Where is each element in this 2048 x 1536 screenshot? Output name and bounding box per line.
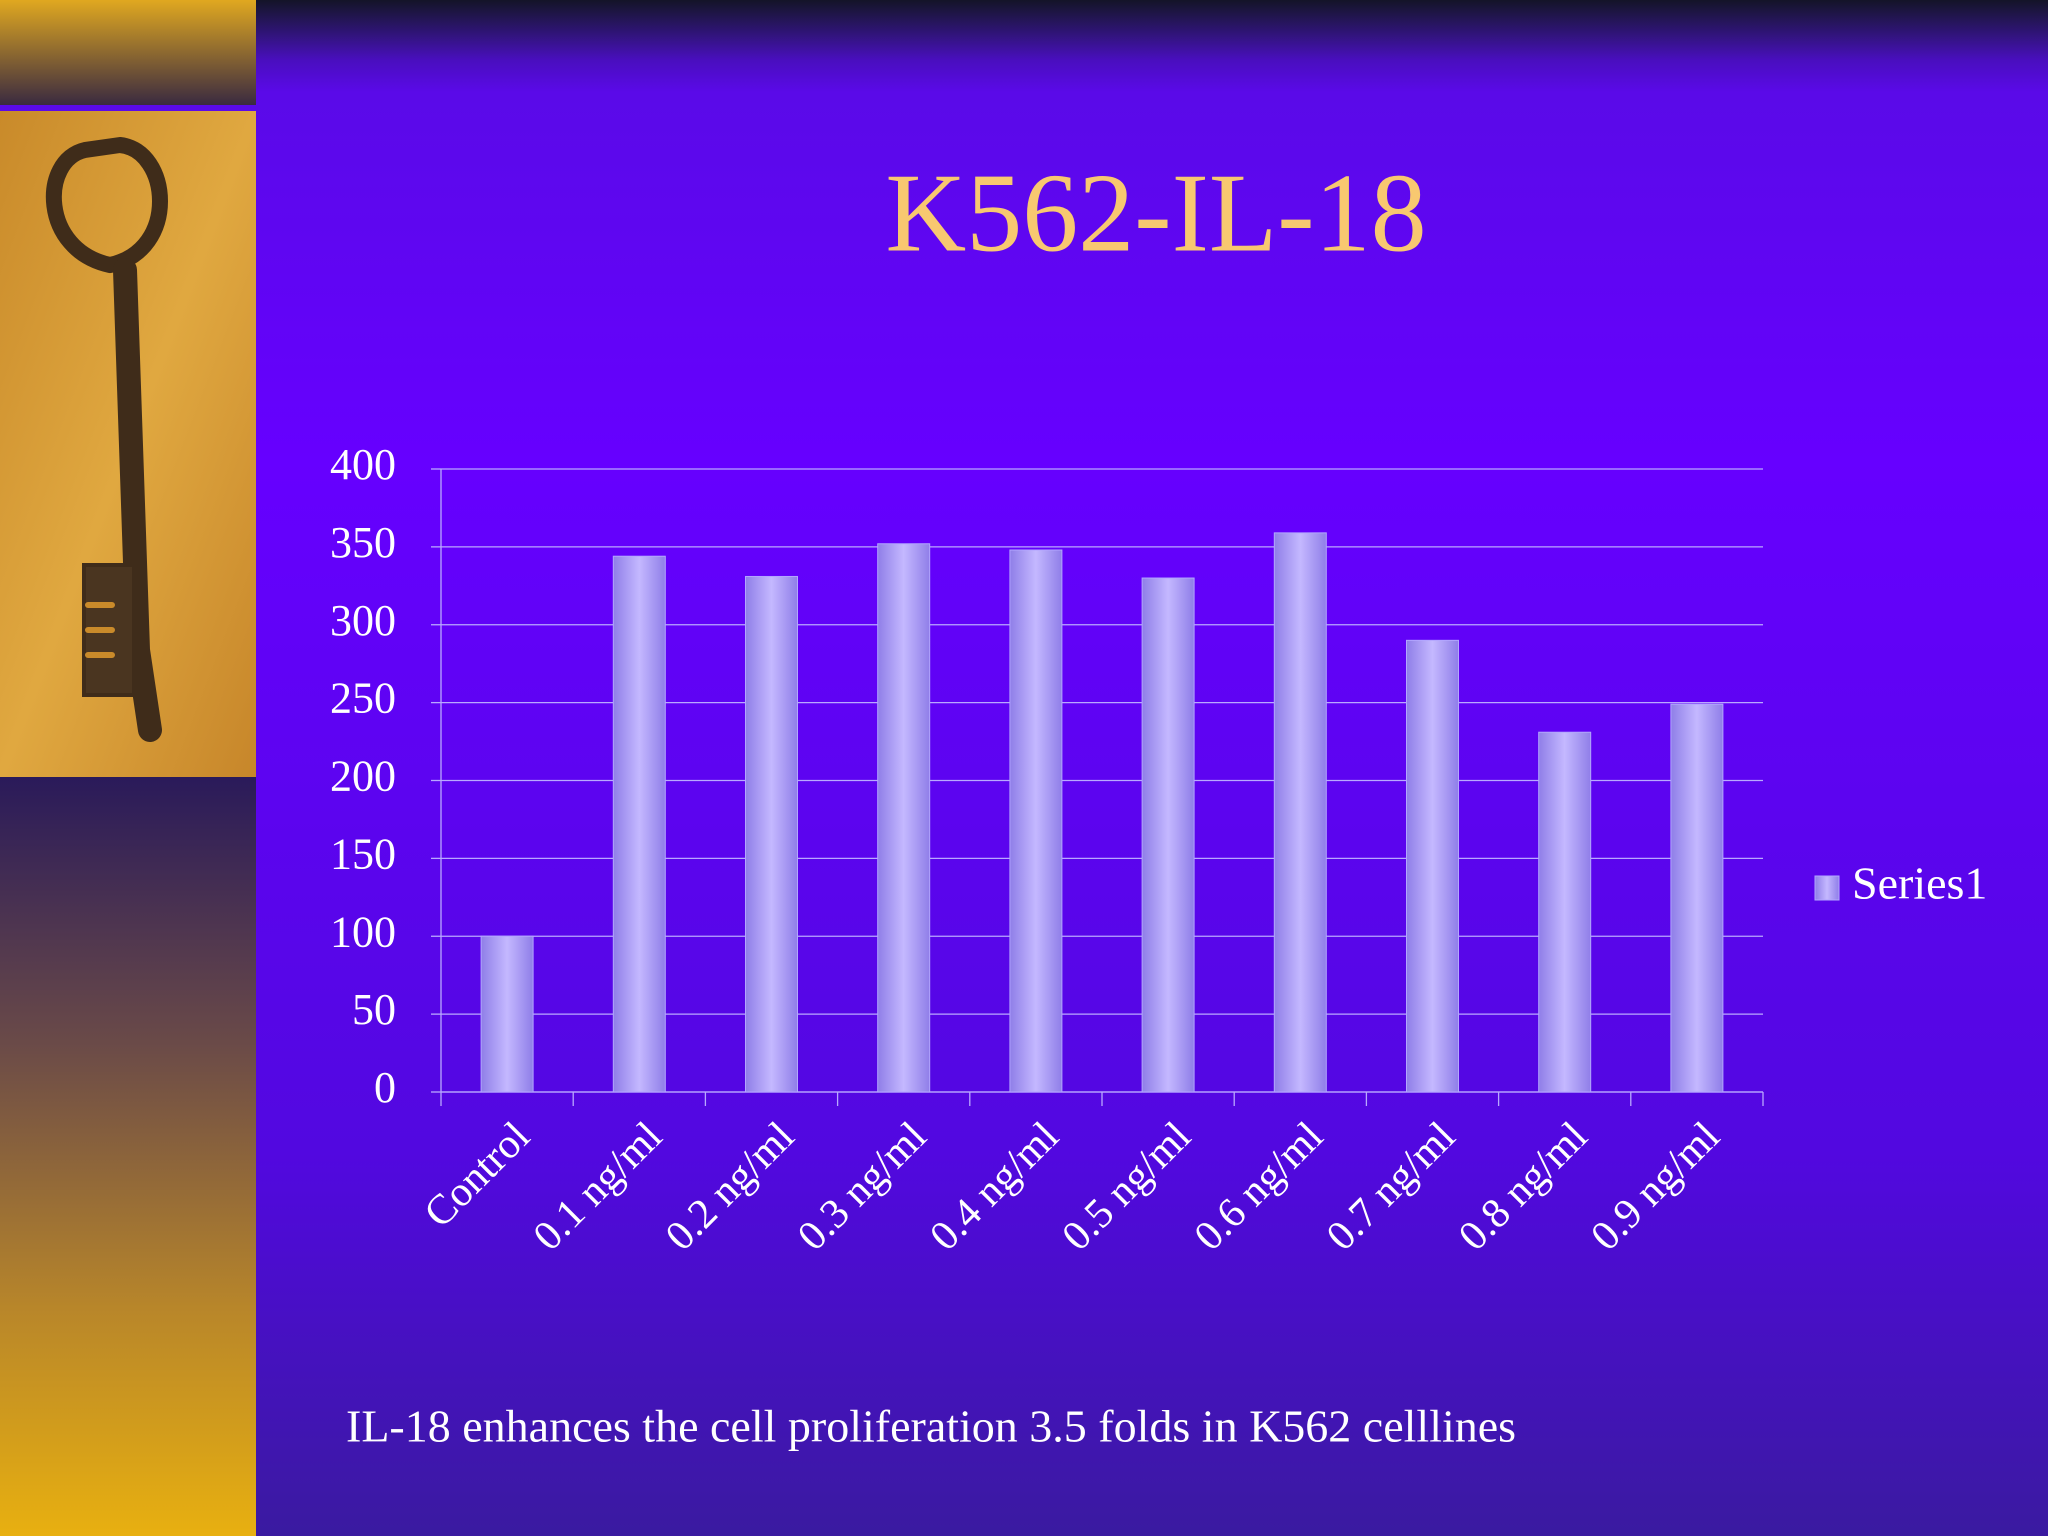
y-tick-label: 150 (330, 829, 396, 878)
bar (612, 555, 666, 1093)
top-band (256, 0, 2048, 60)
y-tick-label: 350 (330, 518, 396, 567)
bar (1670, 703, 1724, 1093)
key (45, 136, 168, 742)
bar (1538, 731, 1592, 1093)
bar (1141, 577, 1195, 1093)
legend-label: Series1 (1852, 858, 1987, 909)
y-tick-label: 200 (330, 752, 396, 801)
bar (1009, 549, 1063, 1093)
bar (877, 543, 931, 1093)
bar (1273, 532, 1327, 1093)
y-tick-label: 100 (330, 907, 396, 956)
bar (745, 575, 798, 1093)
chart-title: K562-IL-18 (885, 152, 1426, 276)
y-tick-label: 400 (330, 440, 396, 489)
bar (1406, 639, 1459, 1093)
legend-swatch (1814, 875, 1840, 901)
side-band (0, 777, 256, 1536)
y-tick-label: 50 (352, 985, 396, 1034)
bar (480, 935, 534, 1093)
y-tick-label: 300 (330, 596, 396, 645)
y-tick-label: 250 (330, 674, 396, 723)
caption: IL-18 enhances the cell proliferation 3.… (346, 1401, 1516, 1452)
side-top (0, 0, 256, 105)
y-tick-label: 0 (374, 1063, 396, 1112)
